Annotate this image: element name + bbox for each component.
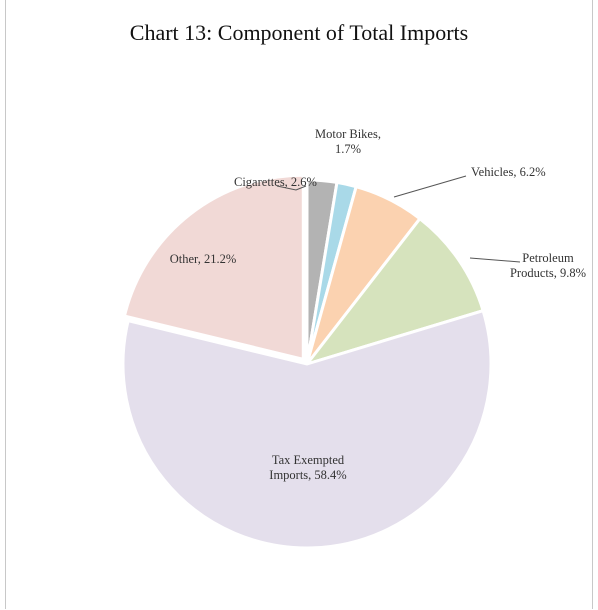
chart-frame (5, 0, 593, 609)
chart-title: Chart 13: Component of Total Imports (129, 20, 469, 45)
slice-label: Other, 21.2% (170, 252, 237, 266)
leader-line (276, 185, 307, 191)
slice-label: Motor Bikes, 1.7% (315, 127, 381, 156)
slice-label: Cigarettes, 2.6% (234, 175, 317, 189)
pie-slice (122, 173, 305, 362)
pie-slice (302, 216, 485, 367)
leader-line (393, 175, 467, 198)
leader-line (469, 257, 521, 263)
slice-label: Tax Exempted Imports, 58.4% (269, 453, 346, 482)
slice-label: Petroleum Products, 9.8% (510, 251, 586, 280)
slice-label: Vehicles, 6.2% (471, 165, 546, 179)
pie-slice (121, 308, 493, 550)
